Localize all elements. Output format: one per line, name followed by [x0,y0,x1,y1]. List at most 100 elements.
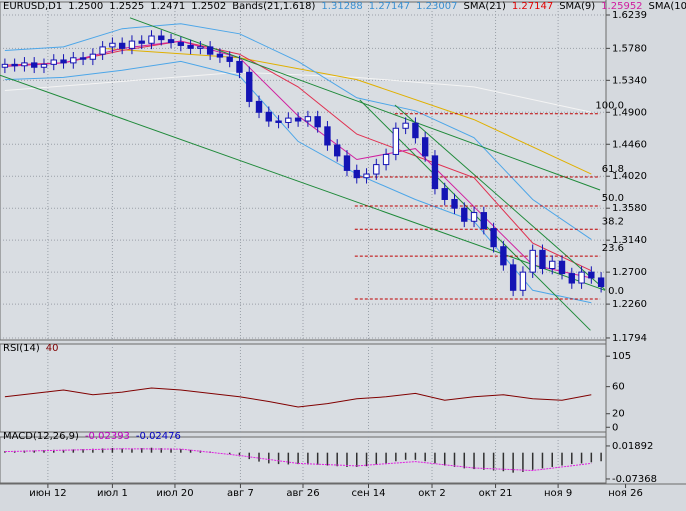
header-item: 1.27147 [511,1,554,12]
fib-label: 100.0 [595,101,624,112]
candle-body [441,188,448,200]
y-tick-label: 1.5340 [612,75,647,86]
candle-body [285,117,292,123]
x-tick-label: окт 2 [418,488,446,499]
y-tick-label: 1.4900 [612,107,647,118]
fib-label: 50.0 [602,193,624,204]
header-item: 1.23007 [416,1,458,12]
candle-body [79,57,87,60]
x-tick-label: сен 14 [351,488,385,499]
y-tick-label: 105 [612,351,631,362]
header-item: RSI(14) [3,343,40,354]
header-item: 1.31288 [321,1,363,12]
indicator-line [4,23,592,240]
y-tick-label: 1.5780 [612,43,647,54]
candle-body [70,57,77,64]
macd-header: MACD(12,26,9) -0.02393 -0.02476 [3,431,187,443]
header-item: 1.2525 [109,1,145,12]
candle-body [11,63,18,67]
candle-body [246,71,253,102]
header-item: SMA(9) [559,1,596,12]
candle-body [236,60,243,73]
candle-body [118,42,126,49]
y-tick-label: 1.4020 [612,171,647,182]
y-tick-label: 1.4460 [612,139,647,150]
header-item: Bands(21,1.618) [232,1,316,12]
candle-body [40,63,48,68]
candle-body [578,271,585,284]
y-tick-label: 1.1794 [612,333,647,344]
candle-body [148,35,155,44]
candle-body [31,62,38,68]
candle-body [382,153,390,166]
fib-label: 61.8 [602,164,624,175]
candle-body [187,44,194,49]
y-tick-label: -0.07368 [612,474,657,485]
header-item: -0.02393 [84,431,130,442]
header-item: 1.25952 [601,1,643,12]
candle-body [314,116,321,128]
trend-line [394,104,606,290]
candle-body [60,59,67,64]
panel-background [0,343,607,433]
y-tick-label: 1.3140 [612,235,647,246]
candle-body [109,42,116,48]
x-tick-label: июл 1 [97,488,128,499]
fib-label: 38.2 [602,216,624,227]
candle-body [588,271,595,279]
header-item: SMA(100) [648,1,686,12]
candle-body [373,164,380,175]
candle-body [255,100,263,113]
candle-body [226,56,233,62]
candle-body [451,198,458,209]
candle-body [480,212,488,230]
candle-body [412,122,419,139]
candle-body [568,273,575,284]
candle-body [363,173,370,179]
header-item: MACD(12,26,9) [3,431,79,442]
y-tick-label: 1.2700 [612,267,647,278]
y-tick-label: 1.2260 [612,299,647,310]
candle-body [99,46,106,55]
candle-body [89,53,97,60]
header-item: 1.2500 [68,1,104,12]
candle-body [167,39,175,44]
candle-body [529,249,536,273]
header-item: SMA(21) [463,1,506,12]
candle-body [334,144,341,157]
candle-body [138,40,145,44]
candle-body [509,264,517,291]
candle-body [275,120,282,123]
candle-body [304,116,312,122]
rsi-header: RSI(14) 40 [3,343,65,355]
rsi-line [4,387,592,408]
candle-body [519,271,527,291]
candle-body [539,249,546,270]
signal-line [4,448,592,472]
candle-body [343,155,351,171]
x-tick-label: авг 7 [227,488,254,499]
x-tick-label: июл 20 [156,488,193,499]
candle-body [597,277,605,288]
y-tick-label: 0.01892 [612,441,653,452]
candle-body [421,137,429,157]
candle-body [265,111,272,122]
header-item: EURUSD,D1 [3,1,63,12]
candle-body [500,246,507,266]
candle-body [177,42,185,46]
candle-body [353,169,360,179]
x-tick-label: июн 12 [29,488,66,499]
y-tick-label: 0 [612,422,618,433]
x-tick-label: авг 26 [286,488,319,499]
header-item: 1.27147 [368,1,411,12]
y-tick-label: 1.3580 [612,203,647,214]
candle-body [392,127,400,155]
candle-body [216,53,224,58]
candle-body [21,62,28,67]
candle-body [490,228,497,248]
indicator-line [102,47,592,175]
candle-body [470,212,478,222]
candle-body [324,126,331,146]
candle-body [294,117,302,122]
